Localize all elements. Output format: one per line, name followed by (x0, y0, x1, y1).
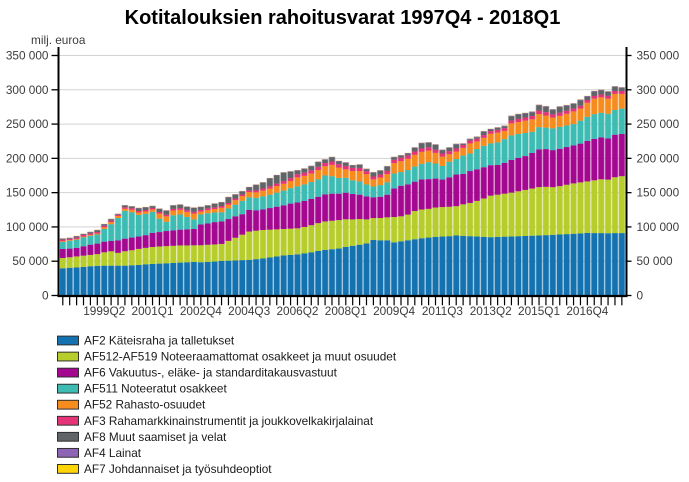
svg-text:1999Q2: 1999Q2 (83, 304, 125, 318)
svg-text:AF8 Muut saamiset ja velat: AF8 Muut saamiset ja velat (84, 430, 227, 444)
svg-text:250 000: 250 000 (637, 117, 680, 131)
svg-text:2008Q1: 2008Q1 (325, 304, 367, 318)
svg-text:AF4 Lainat: AF4 Lainat (84, 446, 142, 460)
svg-text:50 000: 50 000 (637, 254, 674, 268)
svg-text:AF2 Käteisraha ja talletukset: AF2 Käteisraha ja talletukset (84, 334, 235, 348)
svg-text:100 000: 100 000 (637, 220, 680, 234)
svg-text:0: 0 (637, 289, 644, 303)
svg-text:2009Q4: 2009Q4 (373, 304, 415, 318)
svg-text:milj. euroa: milj. euroa (31, 33, 86, 47)
svg-text:150 000: 150 000 (6, 186, 49, 200)
svg-text:250 000: 250 000 (6, 117, 49, 131)
svg-text:2006Q2: 2006Q2 (276, 304, 318, 318)
svg-text:AF512-AF519 Noteeraamattomat o: AF512-AF519 Noteeraamattomat osakkeet ja… (84, 350, 397, 364)
svg-text:300 000: 300 000 (637, 83, 680, 97)
svg-text:300 000: 300 000 (6, 83, 49, 97)
svg-text:200 000: 200 000 (637, 151, 680, 165)
svg-text:350 000: 350 000 (6, 49, 49, 63)
svg-text:150 000: 150 000 (637, 186, 680, 200)
svg-text:2011Q3: 2011Q3 (422, 304, 464, 318)
svg-text:0: 0 (42, 289, 49, 303)
svg-text:AF7 Johdannaiset ja työsuhdeop: AF7 Johdannaiset ja työsuhdeoptiot (84, 462, 272, 476)
svg-text:AF3 Rahamarkkinainstrumentit j: AF3 Rahamarkkinainstrumentit ja joukkove… (84, 414, 374, 428)
svg-text:200 000: 200 000 (6, 151, 49, 165)
svg-text:2004Q3: 2004Q3 (228, 304, 270, 318)
svg-text:2016Q4: 2016Q4 (566, 304, 608, 318)
svg-text:2013Q2: 2013Q2 (470, 304, 512, 318)
svg-text:2002Q4: 2002Q4 (180, 304, 222, 318)
svg-text:Kotitalouksien rahoitusvarat 1: Kotitalouksien rahoitusvarat 1997Q4 - 20… (125, 7, 561, 29)
svg-text:50 000: 50 000 (12, 254, 49, 268)
svg-text:AF6 Vakuutus-, eläke- ja stand: AF6 Vakuutus-, eläke- ja standarditakaus… (84, 366, 338, 380)
svg-text:AF511 Noteeratut osakkeet: AF511 Noteeratut osakkeet (84, 382, 227, 396)
svg-text:100 000: 100 000 (6, 220, 49, 234)
svg-text:2015Q1: 2015Q1 (518, 304, 560, 318)
svg-text:AF52 Rahasto-osuudet: AF52 Rahasto-osuudet (84, 398, 206, 412)
svg-text:2001Q1: 2001Q1 (132, 304, 174, 318)
svg-text:350 000: 350 000 (637, 49, 680, 63)
